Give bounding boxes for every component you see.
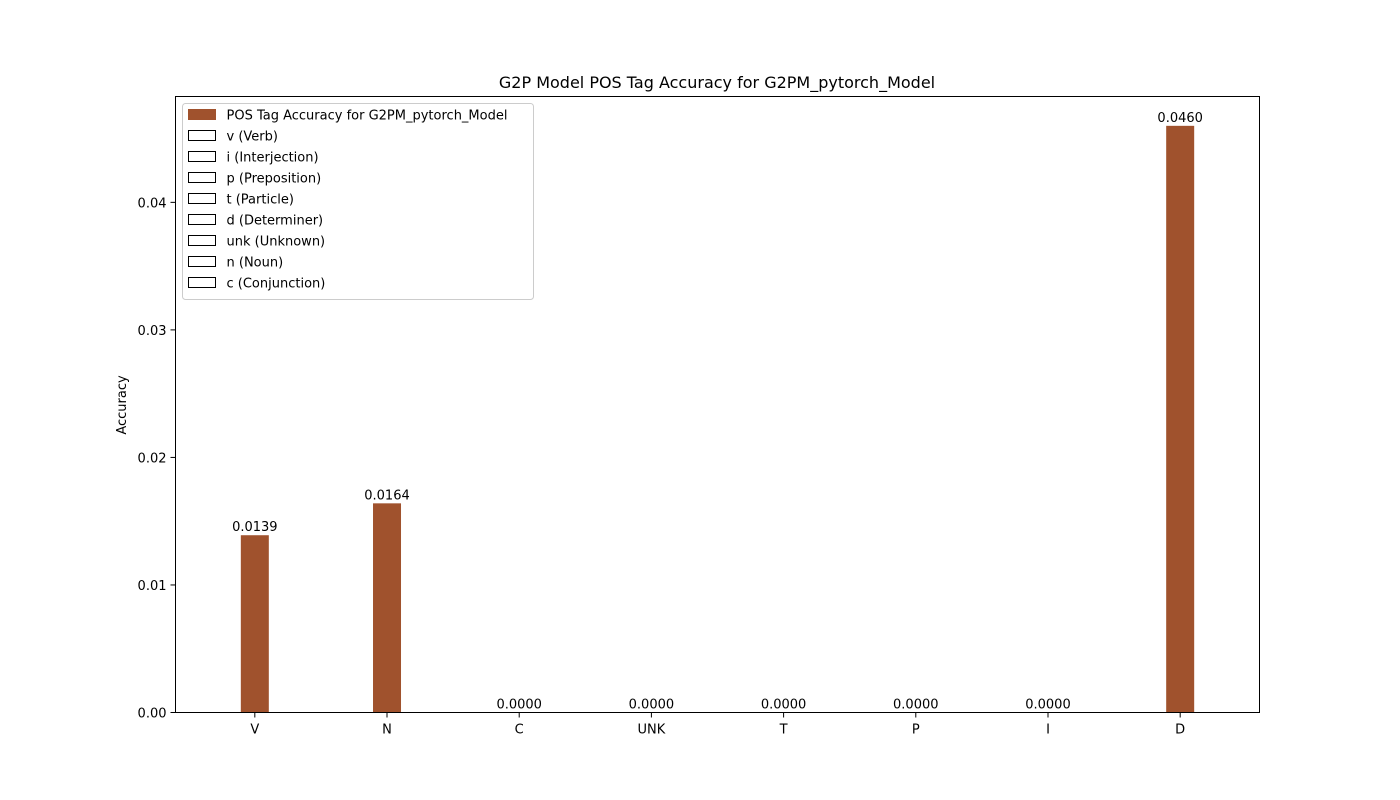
legend-label-c-conjunction: c (Conjunction): [227, 277, 326, 292]
legend-label-i-interjection: i (Interjection): [227, 151, 319, 166]
legend: POS Tag Accuracy for G2PM_pytorch_Modelv…: [182, 103, 534, 300]
bar-v: [240, 535, 269, 713]
bar-value-label-unk: 0.0000: [629, 698, 675, 713]
legend-swatch-n-noun: [188, 256, 216, 267]
legend-label-unk-unknown: unk (Unknown): [227, 235, 326, 250]
legend-swatch-i-interjection: [188, 151, 216, 162]
bar-value-label-i: 0.0000: [1025, 698, 1071, 713]
bar-value-label-n: 0.0164: [364, 488, 410, 503]
legend-swatch-v-verb: [188, 130, 216, 141]
y-axis-ticks: 0.00 0.01 0.02 0.03 0.04: [138, 196, 176, 722]
legend-swatch-t-particle: [188, 193, 216, 204]
y-tick-label: 0.04: [138, 196, 167, 211]
bar-value-label-d: 0.0460: [1157, 111, 1203, 126]
bar-d: [1166, 125, 1195, 713]
y-tick-label: 0.02: [138, 451, 167, 466]
bar-value-label-c: 0.0000: [496, 698, 542, 713]
legend-swatch-c-conjunction: [188, 277, 216, 288]
y-tick-label: 0.03: [138, 324, 167, 339]
bar-value-labels: 0.0139 0.0164 0.0000 0.0000 0.0000 0.0000 0.00…: [232, 111, 1203, 713]
y-tick-label: 0.01: [138, 579, 167, 594]
legend-swatch-pos-tag-accuracy-for-g2pm-pytorch-model: [188, 109, 216, 120]
y-axis-label: Accuracy: [115, 375, 130, 435]
x-tick-label-n: N: [382, 723, 392, 738]
legend-label-p-preposition: p (Preposition): [227, 172, 322, 187]
y-tick-label: 0.00: [138, 707, 167, 722]
x-tick-label-i: I: [1046, 723, 1050, 738]
x-tick-label-p: P: [912, 723, 920, 738]
bars-group: [240, 125, 1195, 713]
x-tick-label-c: C: [515, 723, 524, 738]
bar-value-label-p: 0.0000: [893, 698, 939, 713]
x-tick-label-d: D: [1175, 723, 1185, 738]
legend-label-pos-tag-accuracy-for-g2pm-pytorch-model: POS Tag Accuracy for G2PM_pytorch_Model: [227, 109, 508, 124]
legend-swatch-p-preposition: [188, 172, 216, 183]
x-tick-label-unk: UNK: [638, 723, 666, 738]
legend-frame: [182, 103, 534, 300]
chart-title: G2P Model POS Tag Accuracy for G2PM_pyto…: [499, 73, 935, 93]
plot-frame: [175, 96, 1260, 713]
x-tick-label-t: T: [779, 723, 788, 738]
legend-label-n-noun: n (Noun): [227, 256, 284, 271]
legend-swatch-d-determiner: [188, 214, 216, 225]
legend-swatch-unk-unknown: [188, 235, 216, 246]
legend-label-v-verb: v (Verb): [227, 130, 278, 145]
bar-value-label-t: 0.0000: [761, 698, 807, 713]
bar-n: [373, 503, 402, 713]
bar-value-label-v: 0.0139: [232, 520, 278, 535]
x-tick-label-v: V: [250, 723, 259, 738]
legend-label-t-particle: t (Particle): [227, 193, 294, 208]
x-axis-ticks: V N C UNK T P I D: [250, 712, 1185, 738]
legend-label-d-determiner: d (Determiner): [227, 214, 324, 229]
